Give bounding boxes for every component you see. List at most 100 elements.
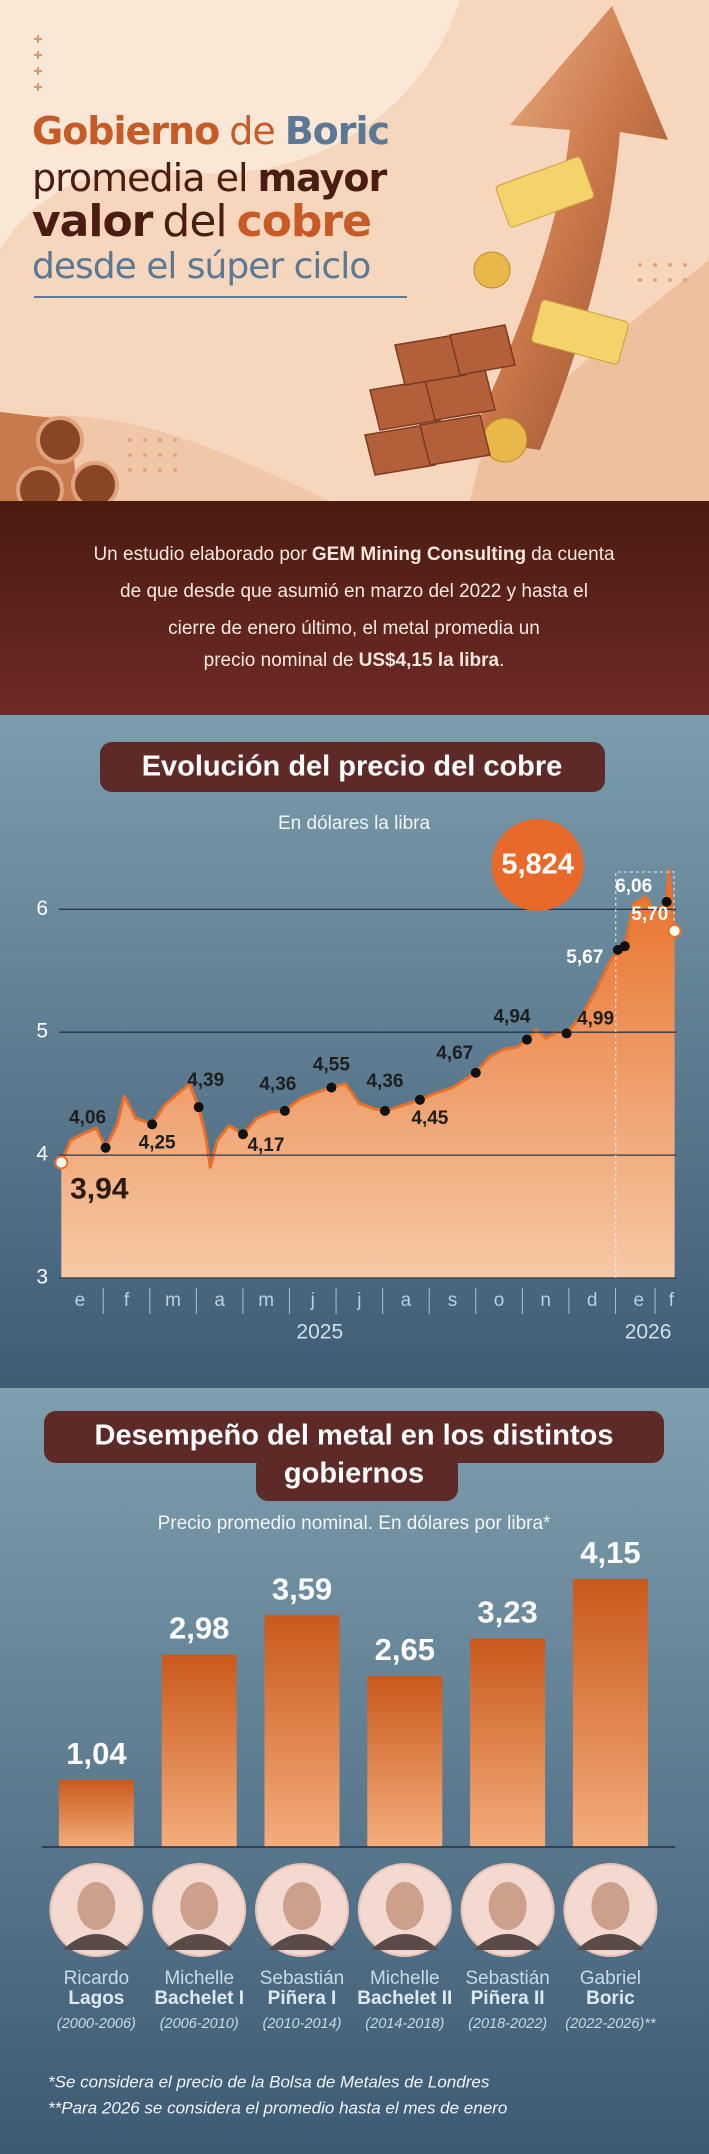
data-point [326,1082,337,1093]
x-tick-label: j [310,1290,315,1311]
intro-text: da cuenta [531,544,615,565]
highlight-box [615,871,675,1278]
year-label: 2026 [625,1321,672,1344]
portrait-face [77,1882,116,1930]
term: (2006-2010) [160,2016,239,2032]
x-tick-label: d [587,1290,598,1311]
title-part: cobre [237,196,371,247]
data-label: 5,70 [631,904,668,925]
data-point [619,941,630,952]
data-label: 4,36 [259,1074,296,1095]
bar-value-label: 1,04 [66,1736,127,1771]
portrait-body [576,1934,645,1950]
x-tick-label: e [633,1290,644,1311]
term: (2018-2022) [468,2016,547,2032]
y-tick-label: 4 [36,1143,48,1166]
portrait-face [591,1882,630,1930]
intro-text: precio nominal de [204,650,354,671]
y-tick-label: 5 [36,1020,48,1043]
bar-value-label: 3,59 [272,1571,332,1606]
data-label: 4,36 [366,1071,403,1092]
first-name: Michelle [164,1968,234,1989]
first-name: Sebastián [260,1968,345,1989]
title-part: Gobierno [32,109,219,153]
dot-grid [128,263,687,472]
term: (2014-2018) [365,2016,444,2032]
swoosh [0,0,460,250]
data-label: 4,17 [247,1135,284,1156]
price-area [61,870,675,1278]
x-tick-label: Piñera II [471,1988,545,2009]
data-label: 4,94 [493,1007,530,1028]
title-line: desde el súper ciclo [32,246,370,287]
title-line: promedia el mayor [32,156,387,200]
x-tick-label: a [401,1290,412,1311]
data-label: 4,25 [139,1132,176,1153]
x-tick-label: m [258,1290,274,1311]
title-pill [44,1411,664,1463]
data-point [54,1155,69,1170]
highlight-label: 5,824 [501,849,574,881]
line-chart: 3 4 5 6 e f m a m j j a s o n d e f 2025 2026 3,94 4,06 4,25 4,… [36,818,682,1344]
bar [58,1779,134,1847]
portrait-face [180,1882,219,1930]
title-pill [256,1455,458,1501]
intro-line: cierre de enero último, el metal promedi… [168,618,540,639]
title-part: valor [32,196,154,247]
data-point [147,1119,158,1130]
portrait-face [283,1882,321,1930]
intro-text: Un estudio elaborado por [93,544,307,565]
portrait-face [385,1882,424,1930]
bar [161,1654,237,1847]
x-tick-label: j [356,1290,361,1311]
bar [367,1675,443,1847]
intro-text: US$4,15 la libra [359,650,500,671]
y-tick-label: 3 [36,1266,48,1289]
price-line [59,868,677,1169]
data-label: 4,99 [577,1008,614,1029]
intro-line: precio nominal de US$4,15 la libra. [204,650,505,671]
first-name: Sebastián [465,1968,550,1989]
bar [264,1615,340,1847]
x-tick-label: m [165,1290,181,1311]
x-tick-label: Piñera I [268,1988,337,2009]
x-tick-label: n [540,1290,551,1311]
x-tick-label: Bachelet II [357,1988,452,2009]
data-label: 4,06 [69,1108,106,1129]
data-label: 3,94 [70,1172,129,1205]
term: (2022-2026)** [565,2016,657,2032]
title-line: Gobierno de Boric [32,109,389,153]
data-point [100,1142,111,1153]
title-part: Boric [285,109,389,153]
portrait-body [370,1934,439,1950]
data-point [661,896,672,907]
data-point [561,1028,572,1039]
x-tick-label: f [669,1290,675,1311]
arrow-illustration [470,6,668,450]
chart-subtitle: En dólares la libra [278,813,431,834]
intro-text: cierre de enero último, el metal promedi… [168,618,540,639]
copper-bars [364,324,516,476]
data-label: 4,55 [313,1055,350,1076]
x-tick-label: Boric [586,1988,635,2009]
bar [572,1579,648,1847]
data-point [521,1034,532,1045]
data-label: 4,45 [411,1108,448,1129]
data-label: 5,67 [566,947,603,968]
intro-line: de que desde que asumió en marzo del 202… [120,581,588,602]
data-point [193,1102,204,1113]
portrait-body [473,1934,542,1950]
intro-text: GEM Mining Consulting [312,544,526,565]
intro-text: de que desde que asumió en marzo del 202… [120,581,588,602]
portrait-body [62,1934,131,1950]
term: (2010-2014) [263,2016,342,2032]
portrait-face [488,1882,527,1930]
data-point [667,923,682,938]
first-name: Ricardo [64,1968,129,1989]
data-label: 4,39 [187,1070,224,1091]
intro-line: Un estudio elaborado por GEM Mining Consu… [93,544,615,565]
x-tick-label: s [448,1290,458,1311]
x-tick-label: a [214,1290,225,1311]
title-line: valor del cobre [32,196,371,247]
x-tick-label: o [494,1290,505,1311]
